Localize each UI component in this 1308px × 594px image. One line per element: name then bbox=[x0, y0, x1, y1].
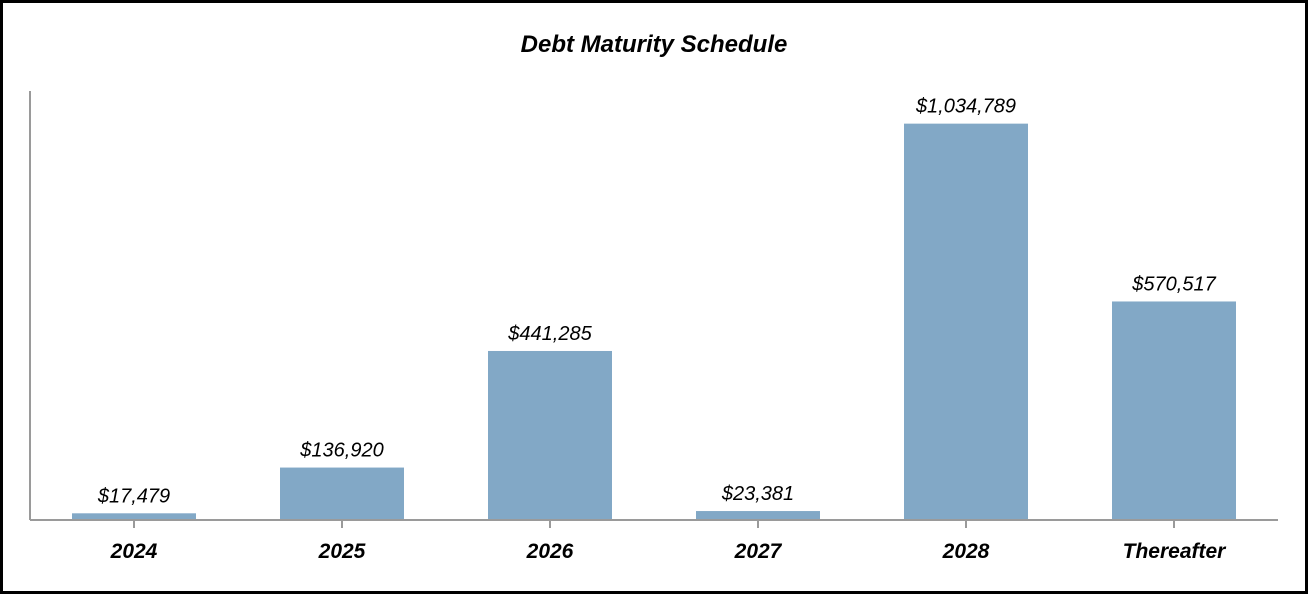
bar-2027 bbox=[696, 511, 820, 520]
data-label-2025: $136,920 bbox=[299, 440, 383, 462]
data-label-2026: $441,285 bbox=[507, 323, 592, 345]
data-label-2028: $1,034,789 bbox=[915, 96, 1016, 118]
labels-group: $17,479 2024 $136,920 2025 $441,285 2026 $23,3… bbox=[97, 96, 1227, 563]
data-label-2027: $23,381 bbox=[721, 483, 794, 505]
data-label-thereafter: $570,517 bbox=[1131, 273, 1216, 295]
bar-2025 bbox=[280, 467, 404, 520]
bar-chart: Debt Maturity Schedule $17,479 2024 $136,9… bbox=[29, 31, 1278, 563]
bars-group bbox=[72, 123, 1236, 520]
bar-2028 bbox=[904, 123, 1028, 520]
x-tick-label-2027: 2027 bbox=[734, 540, 783, 563]
chart-title: Debt Maturity Schedule bbox=[521, 31, 788, 58]
bar-2024 bbox=[72, 513, 196, 520]
x-tick-label-2024: 2024 bbox=[110, 540, 158, 563]
x-tick-label-2028: 2028 bbox=[942, 540, 990, 563]
bar-thereafter bbox=[1112, 301, 1236, 520]
x-tick-label-thereafter: Thereafter bbox=[1123, 540, 1228, 563]
bar-2026 bbox=[488, 350, 612, 520]
x-tick-label-2025: 2025 bbox=[318, 540, 366, 563]
data-label-2024: $17,479 bbox=[97, 485, 170, 507]
x-tick-label-2026: 2026 bbox=[526, 540, 574, 563]
axes-group bbox=[29, 91, 1278, 528]
